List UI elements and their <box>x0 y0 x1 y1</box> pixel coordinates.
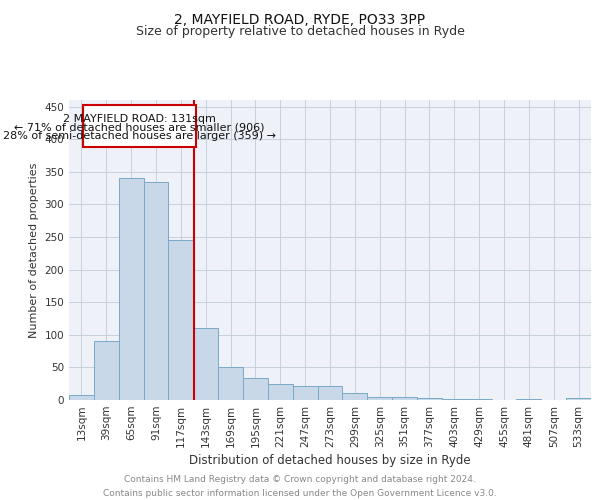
Bar <box>169 240 193 400</box>
Bar <box>417 398 442 400</box>
Bar <box>343 394 367 400</box>
Text: ← 71% of detached houses are smaller (906): ← 71% of detached houses are smaller (90… <box>14 122 265 132</box>
Bar <box>442 398 467 400</box>
Text: 2 MAYFIELD ROAD: 131sqm: 2 MAYFIELD ROAD: 131sqm <box>63 114 216 124</box>
Bar <box>268 384 293 400</box>
Bar <box>317 386 343 400</box>
FancyBboxPatch shape <box>83 104 196 147</box>
Bar <box>566 398 591 400</box>
Bar <box>143 182 169 400</box>
Bar <box>94 342 119 400</box>
X-axis label: Distribution of detached houses by size in Ryde: Distribution of detached houses by size … <box>189 454 471 467</box>
Y-axis label: Number of detached properties: Number of detached properties <box>29 162 39 338</box>
Bar <box>218 368 243 400</box>
Bar <box>69 396 94 400</box>
Bar <box>517 398 541 400</box>
Bar <box>243 378 268 400</box>
Bar <box>392 398 417 400</box>
Bar <box>293 386 317 400</box>
Text: Contains HM Land Registry data © Crown copyright and database right 2024.
Contai: Contains HM Land Registry data © Crown c… <box>103 476 497 498</box>
Bar <box>119 178 143 400</box>
Text: Size of property relative to detached houses in Ryde: Size of property relative to detached ho… <box>136 25 464 38</box>
Bar <box>193 328 218 400</box>
Bar <box>367 396 392 400</box>
Text: 2, MAYFIELD ROAD, RYDE, PO33 3PP: 2, MAYFIELD ROAD, RYDE, PO33 3PP <box>175 12 425 26</box>
Text: 28% of semi-detached houses are larger (359) →: 28% of semi-detached houses are larger (… <box>3 130 276 140</box>
